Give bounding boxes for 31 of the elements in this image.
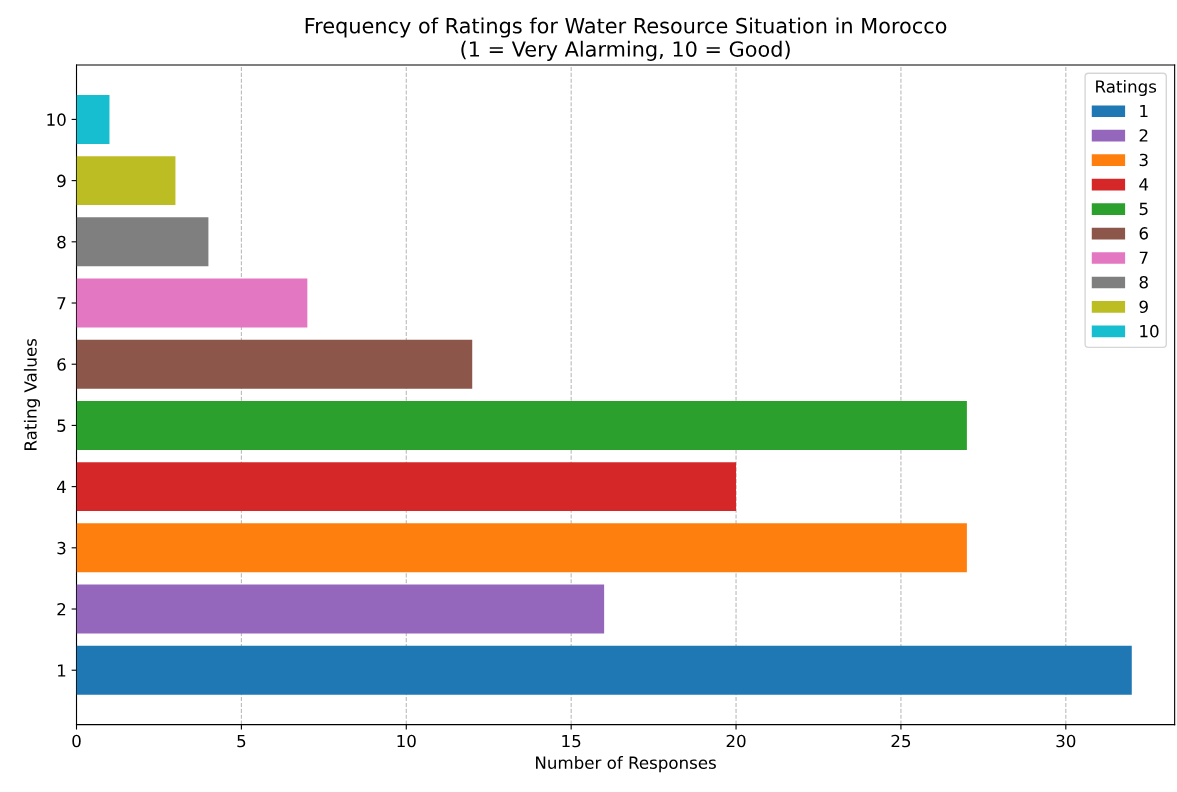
x-tick-label: 5 — [237, 734, 246, 748]
legend-label: 5 — [1139, 202, 1148, 216]
legend-label: 8 — [1139, 275, 1148, 289]
y-tick-label: 2 — [57, 602, 66, 616]
legend-label: 4 — [1139, 178, 1149, 191]
x-tick-label: 30 — [1056, 734, 1076, 748]
legend-label: 9 — [1139, 300, 1148, 314]
legend-label: 7 — [1139, 251, 1148, 264]
y-tick-label: 10 — [47, 113, 66, 126]
chart-title: Frequency of Ratings for Water Resource Situation in Morocco (1 = Very Alarming, 10 = Good) — [305, 17, 947, 61]
legend-label: 3 — [1139, 153, 1148, 167]
legend-title: Ratings — [1096, 79, 1157, 97]
legend-label: 2 — [1139, 129, 1148, 142]
x-tick-label: 0 — [72, 734, 81, 748]
x-tick-label: 25 — [891, 734, 911, 748]
x-axis-title: Number of Responses — [536, 756, 716, 773]
legend-label: 6 — [1139, 227, 1148, 240]
x-tick-label: 10 — [397, 734, 416, 748]
y-tick-label: 6 — [57, 358, 66, 371]
y-tick-label: 7 — [57, 297, 66, 310]
y-tick-label: 9 — [57, 174, 66, 188]
legend-label: 1 — [1140, 104, 1148, 118]
y-tick-label: 8 — [57, 235, 66, 249]
x-tick-label: 20 — [726, 734, 746, 748]
y-tick-label: 3 — [57, 541, 66, 555]
y-tick-label: 5 — [57, 419, 66, 432]
y-axis-title: Rating Values — [23, 338, 41, 450]
y-tick-label: 1 — [58, 664, 66, 677]
legend-label: 10 — [1140, 324, 1159, 338]
y-tick-label: 4 — [56, 480, 66, 493]
x-tick-label: 15 — [562, 734, 581, 748]
